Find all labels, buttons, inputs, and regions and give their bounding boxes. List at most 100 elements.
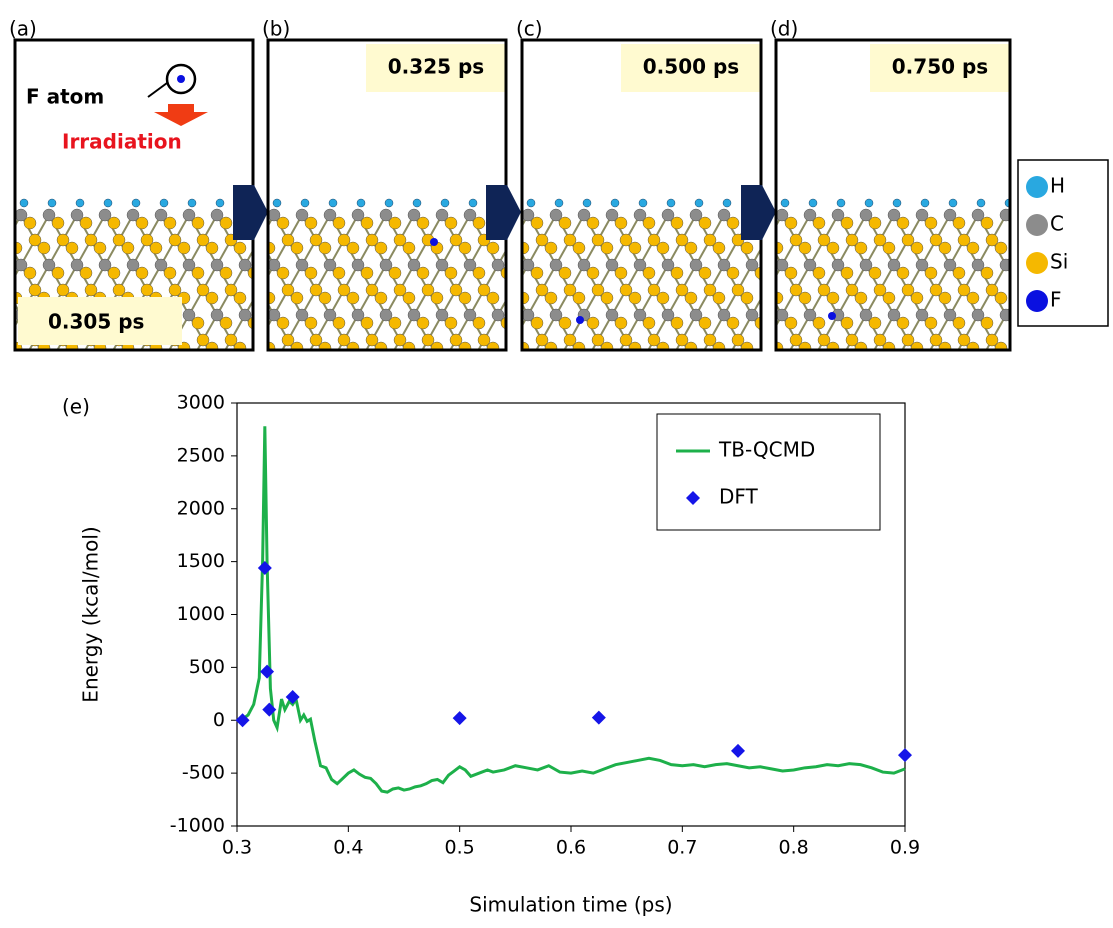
si-atom bbox=[826, 241, 840, 255]
c-atom bbox=[98, 258, 112, 272]
si-atom bbox=[882, 291, 896, 305]
si-atom bbox=[530, 266, 544, 280]
c-atom bbox=[633, 258, 647, 272]
si-atom bbox=[868, 316, 882, 330]
si-atom bbox=[698, 216, 712, 230]
si-atom bbox=[812, 266, 826, 280]
legend-swatch bbox=[686, 491, 700, 505]
si-atom bbox=[281, 333, 295, 347]
si-atom bbox=[393, 233, 407, 247]
si-atom bbox=[740, 291, 754, 305]
y-tick-label: -1000 bbox=[170, 815, 225, 837]
c-atom bbox=[943, 208, 957, 222]
si-atom bbox=[309, 233, 323, 247]
h-atom bbox=[300, 198, 310, 208]
si-atom bbox=[304, 266, 318, 280]
c-atom bbox=[491, 308, 505, 322]
c-atom bbox=[522, 258, 535, 272]
si-atom bbox=[276, 316, 290, 330]
si-atom bbox=[600, 341, 614, 350]
si-atom bbox=[149, 241, 163, 255]
si-atom bbox=[28, 283, 42, 297]
si-atom bbox=[168, 283, 182, 297]
c-atom bbox=[831, 208, 845, 222]
si-atom bbox=[393, 283, 407, 297]
panel-label: (b) bbox=[262, 17, 290, 41]
c-atom bbox=[717, 208, 731, 222]
c-atom bbox=[915, 258, 929, 272]
c-atom bbox=[182, 308, 196, 322]
si-atom bbox=[486, 341, 500, 350]
h-atom bbox=[892, 198, 902, 208]
c-atom bbox=[238, 308, 252, 322]
si-atom bbox=[309, 333, 323, 347]
si-atom bbox=[421, 333, 435, 347]
c-atom bbox=[210, 208, 224, 222]
si-atom bbox=[647, 333, 661, 347]
si-atom bbox=[388, 216, 402, 230]
c-atom bbox=[831, 258, 845, 272]
si-atom bbox=[0, 317, 8, 329]
c-atom bbox=[351, 308, 365, 322]
atom-legend-label: H bbox=[1050, 174, 1065, 198]
c-atom bbox=[210, 258, 224, 272]
c-atom bbox=[999, 258, 1010, 272]
panel-label: (e) bbox=[62, 395, 90, 419]
si-atom bbox=[840, 316, 854, 330]
si-atom bbox=[873, 333, 887, 347]
si-atom bbox=[444, 266, 458, 280]
y-tick-label: 1000 bbox=[177, 603, 225, 625]
legend-box bbox=[656, 413, 881, 531]
structure: 0.750 ps bbox=[762, 40, 1062, 365]
si-atom bbox=[346, 291, 360, 305]
c-atom bbox=[859, 258, 873, 272]
si-atom bbox=[458, 341, 472, 350]
si-atom bbox=[421, 283, 435, 297]
c-atom bbox=[15, 208, 28, 222]
si-atom bbox=[845, 283, 859, 297]
bond bbox=[1048, 340, 1062, 365]
y-axis-title: Energy (kcal/mol) bbox=[79, 526, 103, 702]
time-label: 0.750 ps bbox=[892, 55, 988, 79]
c-atom bbox=[463, 208, 477, 222]
si-atom bbox=[163, 266, 177, 280]
c-atom bbox=[605, 308, 619, 322]
si-atom bbox=[929, 233, 943, 247]
si-atom bbox=[854, 291, 868, 305]
si-atom bbox=[196, 283, 210, 297]
c-atom bbox=[323, 208, 337, 222]
c-atom bbox=[999, 208, 1010, 222]
si-atom bbox=[505, 338, 506, 342]
si-atom bbox=[980, 216, 994, 230]
c-atom bbox=[859, 208, 873, 222]
h-atom bbox=[19, 198, 29, 208]
si-atom bbox=[365, 333, 379, 347]
si-atom bbox=[346, 341, 360, 350]
x-tick-label: 0.5 bbox=[445, 837, 475, 859]
panel-frame bbox=[774, 38, 1012, 352]
si-atom bbox=[703, 283, 717, 297]
si-atom bbox=[505, 288, 506, 292]
si-atom bbox=[896, 216, 910, 230]
si-atom bbox=[332, 216, 346, 230]
sequence-arrow bbox=[233, 185, 268, 240]
si-atom bbox=[929, 333, 943, 347]
si-atom bbox=[826, 341, 840, 350]
si-atom bbox=[675, 233, 689, 247]
legend-label: TB-QCMD bbox=[718, 438, 815, 462]
c-atom bbox=[971, 258, 985, 272]
si-atom bbox=[535, 283, 549, 297]
h-atom bbox=[666, 198, 676, 208]
c-atom bbox=[859, 308, 873, 322]
y-tick-label: 2000 bbox=[177, 497, 225, 519]
y-tick-label: -500 bbox=[182, 762, 225, 784]
si-atom bbox=[56, 233, 70, 247]
si-atom bbox=[535, 333, 549, 347]
si-atom bbox=[449, 233, 463, 247]
si-atom bbox=[670, 216, 684, 230]
si-atom bbox=[762, 284, 774, 296]
c-atom bbox=[435, 258, 449, 272]
y-tick-label: 0 bbox=[213, 709, 225, 731]
si-atom bbox=[332, 266, 346, 280]
point bbox=[262, 702, 277, 717]
